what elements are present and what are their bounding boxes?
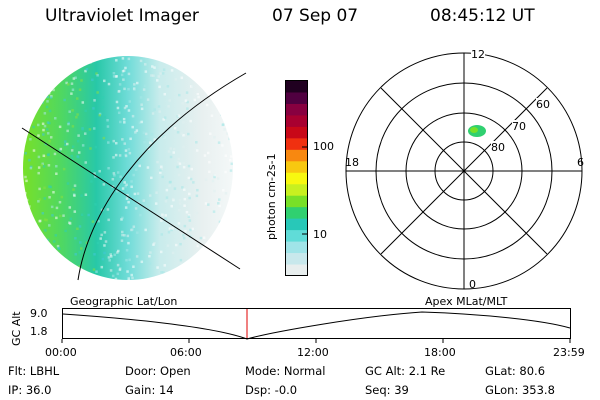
colorbar-band xyxy=(285,137,308,150)
colorbar-band xyxy=(285,91,308,104)
info-seq: Seq: 39 xyxy=(365,383,409,397)
info-gain: Gain: 14 xyxy=(125,383,174,397)
mlt-label-18: 18 xyxy=(345,156,359,169)
instrument-title: Ultraviolet Imager xyxy=(45,6,199,26)
timeline-xtick-0: 00:00 xyxy=(45,346,77,359)
colorbar-band xyxy=(285,172,308,185)
info-gc-alt: GC Alt: 2.1 Re xyxy=(365,364,446,378)
timeline-left-caption: Geographic Lat/Lon xyxy=(70,295,178,308)
uv-image-panel xyxy=(21,56,247,281)
lat-label-60: 60 xyxy=(536,98,550,111)
colorbar-band xyxy=(285,206,308,219)
colorbar-band xyxy=(285,114,308,127)
timeline-xtick-3: 18:00 xyxy=(424,346,456,359)
grid-line-arc xyxy=(77,72,247,281)
info-door: Door: Open xyxy=(125,364,191,378)
colorbar-band xyxy=(285,195,308,208)
timeline-xtick-2: 12:00 xyxy=(297,346,329,359)
polar-plot xyxy=(345,52,583,290)
colorbar-band xyxy=(285,126,308,139)
colorbar-band xyxy=(285,218,308,231)
info-glon: GLon: 353.8 xyxy=(485,383,555,397)
lat-label-70: 70 xyxy=(512,120,526,133)
colorbar-band xyxy=(285,80,308,93)
colorbar-band xyxy=(285,160,308,173)
grid-line-diagonal xyxy=(21,127,241,270)
colorbar-tick-100: 100 xyxy=(313,140,334,153)
mlt-label-12: 12 xyxy=(471,48,485,61)
colorbar-band xyxy=(285,264,308,276)
colorbar-band xyxy=(285,229,308,242)
timeline-axis-label: GC Alt xyxy=(10,311,23,346)
colorbar-band xyxy=(285,149,308,162)
timeline-ytick-top: 9.0 xyxy=(30,307,48,320)
earth-disk xyxy=(23,56,233,280)
lat-label-80: 80 xyxy=(491,141,505,154)
timeline-xtick-4: 23:59 xyxy=(553,346,585,359)
colorbar-band xyxy=(285,241,308,254)
mlt-label-6: 6 xyxy=(577,156,584,169)
info-ip: IP: 36.0 xyxy=(8,383,52,397)
colorbar-band xyxy=(285,183,308,196)
mlt-label-0: 0 xyxy=(469,278,476,291)
colorbar-unit-label: photon cm-2s-1 xyxy=(265,153,278,240)
timeline-xtick-1: 06:00 xyxy=(170,346,202,359)
colorbar-band xyxy=(285,103,308,116)
timeline-right-caption: Apex MLat/MLT xyxy=(425,295,508,308)
timeline-panel xyxy=(61,308,571,343)
info-dsp: Dsp: -0.0 xyxy=(245,383,298,397)
info-mode: Mode: Normal xyxy=(245,364,326,378)
colorbar-band xyxy=(285,252,308,265)
date-label: 07 Sep 07 xyxy=(272,6,359,26)
info-glat: GLat: 80.6 xyxy=(485,364,546,378)
info-filter: Flt: LBHL xyxy=(8,364,60,378)
colorbar-tick-10: 10 xyxy=(313,228,327,241)
timeline-ytick-bottom: 1.8 xyxy=(30,325,48,338)
colorbar xyxy=(285,80,308,276)
altitude-curve xyxy=(62,311,571,340)
time-label: 08:45:12 UT xyxy=(430,6,535,26)
